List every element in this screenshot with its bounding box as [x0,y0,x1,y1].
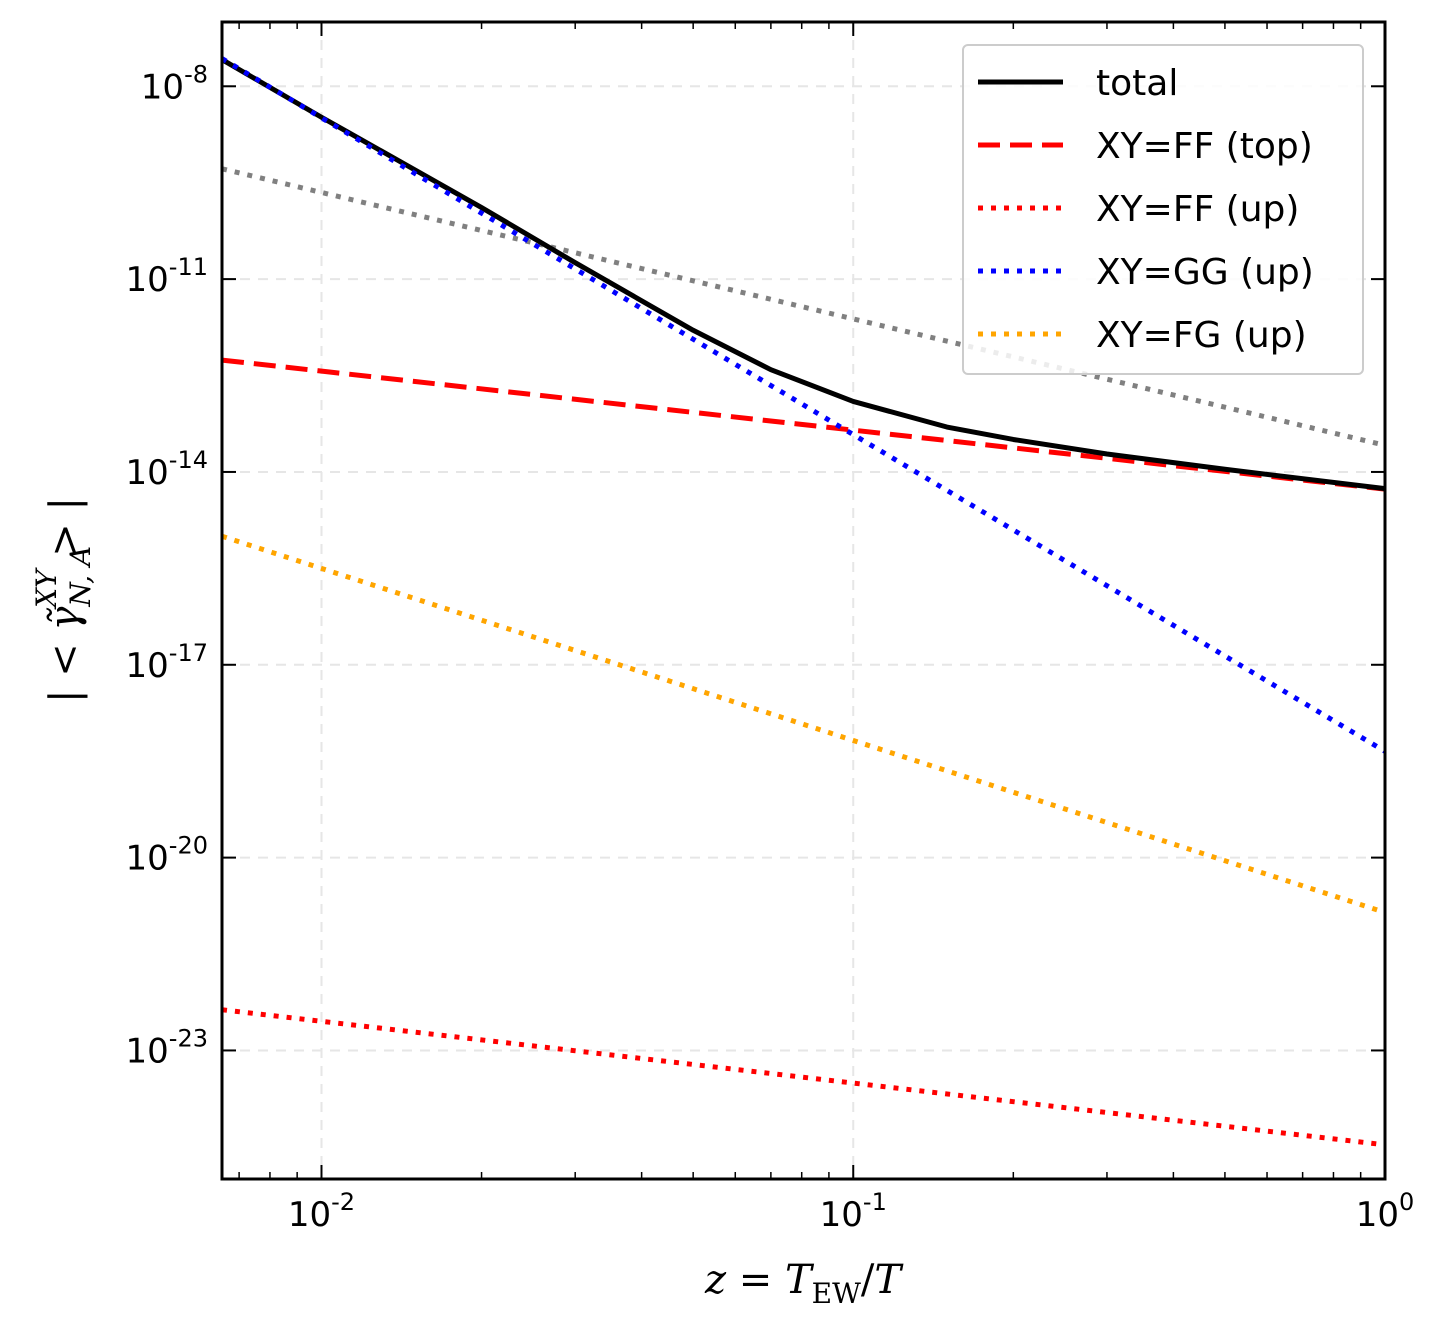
y-tick-label: 10-23 [126,1024,208,1071]
x-axis-title: z = TEW/T [704,1257,904,1310]
ticks: 10-2 10-1 100 10-8 10-11 10-14 10-17 10-20 10-23 [126,22,1415,1235]
y-axis-title: | < γ̃N, AXY > | [30,497,97,703]
y-tick-label: 10-14 [126,446,208,493]
legend-label: XY=FF (top) [1096,126,1313,167]
legend-label: XY=FF (up) [1096,189,1299,230]
axes [220,20,1387,1181]
legend-label: total [1096,63,1178,104]
series-line-xy-gg-up [220,56,1387,754]
y-tick-label: 10-8 [141,60,208,107]
plot-frame [220,20,1387,1181]
y-tick-label: 10-20 [126,832,208,879]
y-tick-label: 10-17 [126,639,208,686]
legend: total XY=FF (top) XY=FF (up) XY=GG (up) XY=F… [962,44,1364,375]
x-tick-label: 10-1 [820,1188,887,1235]
legend-box [962,44,1364,375]
series-line-xy-ff-up [221,1007,1386,1148]
x-tick-label: 10-2 [288,1188,355,1235]
legend-label: XY=GG (up) [1096,252,1314,293]
series-line-xy-fg-up [221,533,1386,915]
series-lines [220,56,1387,1148]
legend-label: XY=FG (up) [1096,315,1307,356]
series-line-total [220,57,1386,492]
y-tick-label: 10-11 [126,253,208,300]
x-tick-label: 100 [1356,1188,1415,1235]
series-line-reference-gray [221,166,1386,448]
series-line-xy-ff-top [221,357,1386,492]
